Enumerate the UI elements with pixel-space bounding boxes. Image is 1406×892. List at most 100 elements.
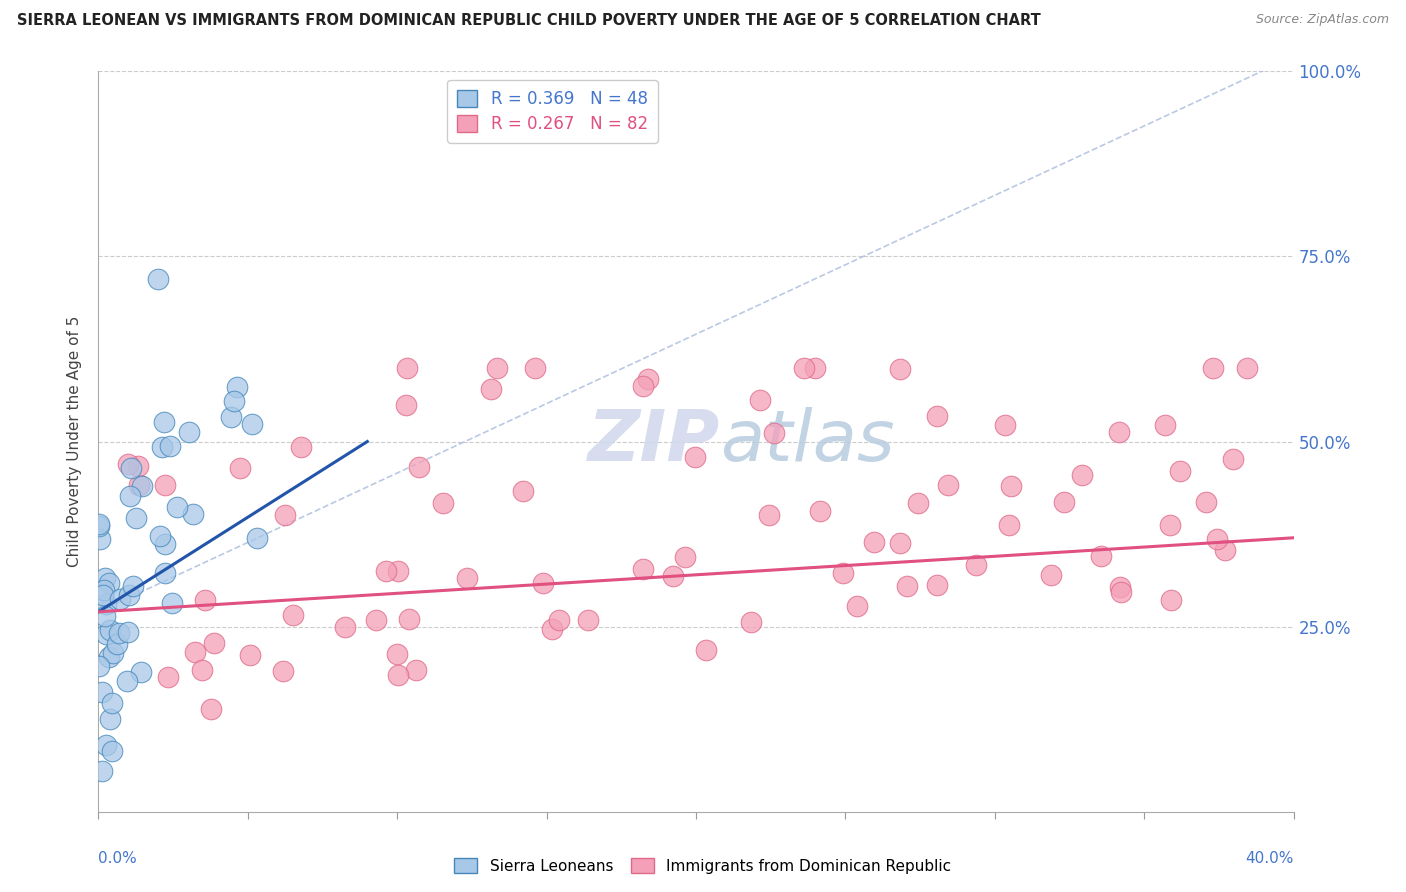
Point: [1236, 360, 1258, 375]
Point: [194, 593, 217, 607]
Point: [531, 575, 554, 590]
Point: [637, 372, 659, 386]
Point: [202, 636, 225, 650]
Point: [181, 507, 204, 521]
Point: [1154, 418, 1177, 433]
Text: 40.0%: 40.0%: [1246, 851, 1294, 865]
Point: [101, 697, 124, 711]
Point: [290, 440, 312, 454]
Point: [1159, 518, 1181, 533]
Point: [240, 417, 263, 432]
Point: [578, 613, 600, 627]
Point: [94, 626, 117, 640]
Point: [662, 569, 685, 583]
Point: [1070, 468, 1092, 483]
Point: [333, 620, 356, 634]
Point: [153, 415, 176, 429]
Point: [631, 562, 654, 576]
Point: [160, 596, 183, 610]
Legend: Sierra Leoneans, Immigrants from Dominican Republic: Sierra Leoneans, Immigrants from Dominic…: [449, 852, 957, 880]
Point: [432, 495, 454, 509]
Point: [274, 508, 297, 523]
Point: [1168, 465, 1191, 479]
Point: [889, 535, 911, 549]
Point: [889, 361, 911, 376]
Point: [1202, 360, 1225, 375]
Point: [1213, 543, 1236, 558]
Point: [89, 532, 111, 546]
Point: [524, 360, 547, 375]
Point: [89, 659, 111, 673]
Point: [100, 623, 122, 637]
Point: [108, 626, 131, 640]
Point: [148, 271, 170, 285]
Point: [222, 393, 245, 408]
Point: [90, 685, 112, 699]
Point: [1160, 593, 1182, 607]
Point: [479, 382, 502, 396]
Point: [97, 576, 120, 591]
Point: [200, 702, 222, 716]
Point: [374, 564, 396, 578]
Point: [105, 637, 128, 651]
Point: [695, 643, 717, 657]
Point: [150, 440, 173, 454]
Point: [631, 378, 654, 392]
Point: [87, 517, 110, 532]
Point: [118, 489, 141, 503]
Point: [183, 645, 205, 659]
Point: [965, 558, 987, 572]
Point: [1195, 495, 1218, 509]
Point: [936, 478, 959, 492]
Point: [907, 496, 929, 510]
Point: [153, 536, 176, 550]
Point: [387, 565, 409, 579]
Point: [117, 457, 139, 471]
Point: [925, 578, 948, 592]
Point: [179, 425, 201, 440]
Point: [120, 461, 142, 475]
Point: [118, 588, 141, 602]
Point: [98, 712, 121, 726]
Point: [1053, 494, 1076, 508]
Point: [808, 504, 831, 518]
Point: [110, 592, 132, 607]
Point: [740, 615, 762, 629]
Point: [226, 379, 249, 393]
Point: [793, 360, 815, 375]
Point: [122, 579, 145, 593]
Point: [98, 650, 121, 665]
Point: [456, 571, 478, 585]
Point: [396, 360, 419, 375]
Text: Source: ZipAtlas.com: Source: ZipAtlas.com: [1256, 13, 1389, 27]
Point: [832, 566, 855, 580]
Point: [238, 648, 260, 662]
Point: [94, 738, 117, 752]
Point: [128, 478, 150, 492]
Point: [364, 613, 387, 627]
Point: [763, 425, 786, 440]
Point: [1111, 585, 1133, 599]
Point: [540, 622, 562, 636]
Point: [94, 571, 117, 585]
Point: [683, 450, 706, 465]
Point: [408, 459, 430, 474]
Point: [925, 409, 948, 424]
Point: [96, 598, 118, 612]
Point: [271, 665, 294, 679]
Point: [1000, 479, 1022, 493]
Point: [159, 439, 181, 453]
Point: [131, 478, 153, 492]
Point: [845, 599, 868, 613]
Point: [191, 663, 214, 677]
Point: [896, 579, 918, 593]
Point: [803, 360, 825, 375]
Point: [395, 398, 418, 412]
Point: [673, 549, 696, 564]
Point: [153, 477, 176, 491]
Text: 0.0%: 0.0%: [98, 851, 138, 865]
Point: [125, 510, 148, 524]
Point: [749, 392, 772, 407]
Point: [548, 613, 571, 627]
Point: [405, 663, 427, 677]
